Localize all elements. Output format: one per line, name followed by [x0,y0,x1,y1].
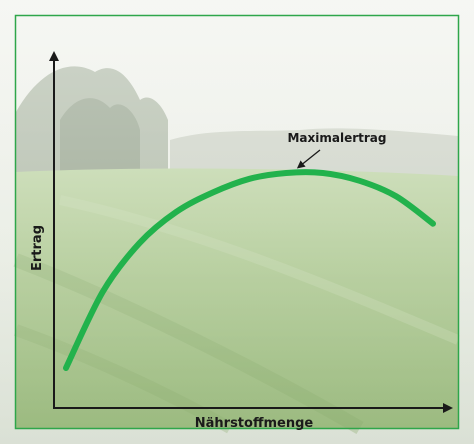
maximum-annotation-label: Maximalertrag [287,131,386,145]
chart-frame [14,14,460,430]
x-axis-label: Nährstoffmenge [195,416,314,431]
maximum-annotation-arrow [296,149,321,169]
yield-curve [63,169,436,371]
y-axis-label: Ertrag [30,225,45,271]
